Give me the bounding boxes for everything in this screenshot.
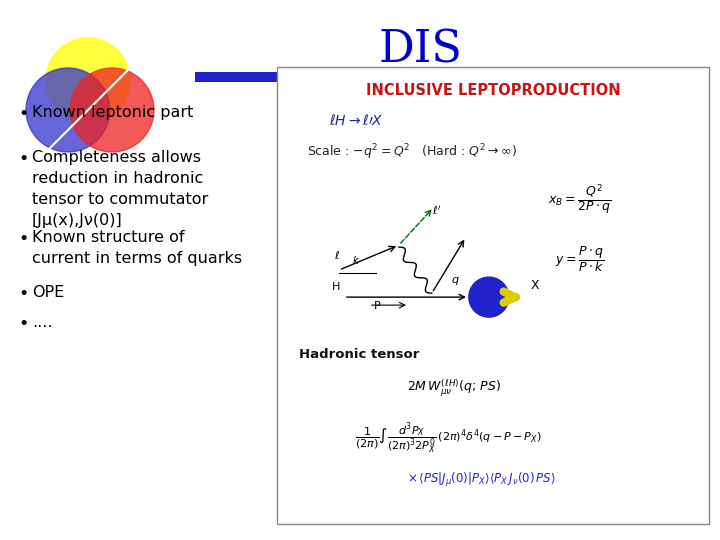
Circle shape	[469, 277, 509, 317]
Text: $\dfrac{1}{(2\pi)} \int \dfrac{d^3P_X}{(2\pi)^3 2P_X^0}\,(2\pi)^4 \delta^4(q-P-P: $\dfrac{1}{(2\pi)} \int \dfrac{d^3P_X}{(…	[355, 421, 541, 456]
Text: •: •	[18, 150, 28, 168]
Text: INCLUSIVE LEPTOPRODUCTION: INCLUSIVE LEPTOPRODUCTION	[366, 84, 621, 98]
Text: ....: ....	[32, 315, 53, 330]
Text: $y = \dfrac{P \cdot q}{P \cdot k}$: $y = \dfrac{P \cdot q}{P \cdot k}$	[555, 244, 604, 274]
Text: •: •	[18, 105, 28, 123]
Text: •: •	[18, 315, 28, 333]
Text: q: q	[452, 275, 459, 285]
Text: Known leptonic part: Known leptonic part	[32, 105, 194, 120]
Text: X: X	[531, 279, 539, 292]
Text: Hadronic tensor: Hadronic tensor	[299, 348, 419, 361]
Text: $\times\, \langle PS|J_\mu(0)|P_X\rangle \langle P_X\, J_\nu(0)\, PS\rangle$: $\times\, \langle PS|J_\mu(0)|P_X\rangle…	[407, 471, 556, 489]
Circle shape	[46, 38, 130, 122]
Circle shape	[26, 68, 110, 152]
Text: H: H	[332, 282, 341, 292]
Text: $x_B = \dfrac{Q^2}{2P \cdot q}$: $x_B = \dfrac{Q^2}{2P \cdot q}$	[548, 183, 611, 217]
Text: Completeness allows
reduction in hadronic
tensor to commutator
[Jμ(x),Jν(0)]: Completeness allows reduction in hadroni…	[32, 150, 208, 228]
Bar	[277, 68, 709, 524]
Text: $\ell'$: $\ell'$	[432, 204, 441, 217]
Text: Scale : $-q^2 = Q^2$   (Hard : $Q^2 \rightarrow \infty$): Scale : $-q^2 = Q^2$ (Hard : $Q^2 \right…	[307, 143, 518, 163]
Text: Known structure of
current in terms of quarks: Known structure of current in terms of q…	[32, 230, 242, 266]
Circle shape	[70, 68, 154, 152]
Text: $\ell$: $\ell$	[334, 249, 340, 261]
Text: OPE: OPE	[32, 285, 64, 300]
Text: DIS: DIS	[378, 29, 462, 72]
Text: •: •	[18, 285, 28, 303]
Text: P: P	[374, 301, 381, 311]
Text: $2M\, W_{\mu\nu}^{(\ell H)}(q;\,PS)$: $2M\, W_{\mu\nu}^{(\ell H)}(q;\,PS)$	[407, 378, 501, 399]
Text: $\ell H \rightarrow \ell\prime X$: $\ell H \rightarrow \ell\prime X$	[329, 113, 384, 128]
Text: k: k	[353, 256, 359, 266]
Text: •: •	[18, 230, 28, 248]
Bar	[195, 72, 705, 82]
